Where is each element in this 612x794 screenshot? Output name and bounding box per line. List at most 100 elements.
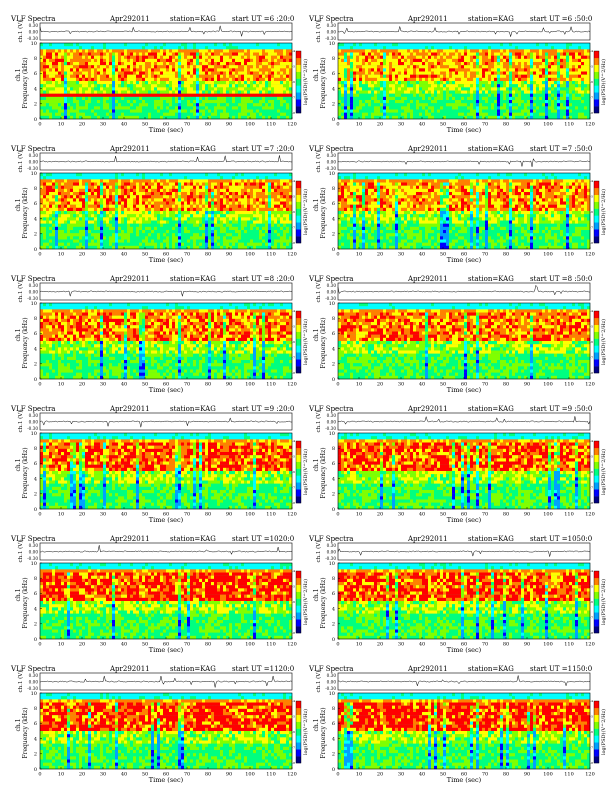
x-tick-label: 90 bbox=[524, 122, 530, 128]
colorbar-swatch bbox=[296, 195, 301, 202]
x-tick-label: 40 bbox=[419, 122, 425, 128]
colorbar-swatch bbox=[594, 571, 599, 578]
spectrogram-image bbox=[338, 563, 590, 639]
x-tick-label: 90 bbox=[524, 512, 530, 518]
x-tick-label: 0 bbox=[38, 772, 41, 778]
colorbar-tick-label: -4 bbox=[292, 179, 295, 183]
colorbar-swatch bbox=[594, 352, 599, 359]
colorbar-tick-label: -4 bbox=[590, 49, 593, 53]
x-tick-label: 90 bbox=[226, 122, 232, 128]
colorbar-tick-label: -5 bbox=[292, 715, 295, 719]
x-tick-label: 30 bbox=[398, 382, 404, 388]
x-axis-label: Time (sec) bbox=[447, 646, 482, 654]
x-tick-label: 80 bbox=[503, 122, 509, 128]
x-tick-label: 120 bbox=[585, 382, 595, 388]
waveform-axis-label: ch.1 (V) bbox=[17, 541, 24, 563]
y-tick-label: 0 bbox=[332, 637, 335, 643]
x-tick-label: 30 bbox=[398, 512, 404, 518]
x-axis-label: Time (sec) bbox=[447, 516, 482, 524]
colorbar-swatch bbox=[594, 345, 599, 352]
panel-date: Apr292011 bbox=[109, 405, 150, 413]
colorbar-swatch bbox=[594, 578, 599, 585]
colorbar-tick-label: -7 bbox=[292, 356, 295, 360]
x-tick-label: 110 bbox=[564, 382, 574, 388]
waveform-axis-label: ch.1 (V) bbox=[315, 541, 322, 563]
waveform-tick-label: 0.00 bbox=[29, 30, 39, 35]
panel-title: VLF Spectra bbox=[308, 15, 353, 23]
y-tick-label: 0 bbox=[332, 507, 335, 513]
colorbar-tick-label: -5 bbox=[292, 195, 295, 199]
x-tick-label: 20 bbox=[377, 512, 383, 518]
x-tick-label: 80 bbox=[503, 772, 509, 778]
y-tick-label: 8 bbox=[332, 706, 335, 712]
y-tick-label: 10 bbox=[31, 691, 37, 697]
waveform-tick-label: 0.30 bbox=[29, 413, 39, 418]
colorbar-swatch bbox=[296, 366, 301, 373]
y-axis-channel-label: ch.1 bbox=[313, 459, 320, 472]
colorbar-tick-label: -4 bbox=[292, 699, 295, 703]
colorbar-swatch bbox=[296, 202, 301, 209]
colorbar-swatch bbox=[296, 72, 301, 79]
colorbar-swatch bbox=[594, 462, 599, 469]
colorbar-swatch bbox=[296, 729, 301, 736]
x-tick-label: 20 bbox=[377, 642, 383, 648]
colorbar-swatch bbox=[296, 181, 301, 188]
spectrogram-image bbox=[338, 43, 590, 119]
x-tick-label: 30 bbox=[100, 642, 106, 648]
waveform-tick-label: 0.30 bbox=[327, 283, 337, 288]
y-tick-label: 0 bbox=[34, 637, 37, 643]
panel-title: VLF Spectra bbox=[10, 535, 55, 543]
y-tick-label: 6 bbox=[332, 461, 335, 467]
panel-start-time: start UT =1120:0 bbox=[232, 665, 294, 673]
y-tick-label: 4 bbox=[34, 216, 37, 222]
colorbar-tick-label: -7 bbox=[292, 616, 295, 620]
y-axis-channel-label: ch.1 bbox=[313, 69, 320, 82]
x-tick-label: 90 bbox=[226, 252, 232, 258]
colorbar-swatch bbox=[296, 352, 301, 359]
x-tick-label: 20 bbox=[377, 772, 383, 778]
y-axis-label: Frequency (kHz) bbox=[22, 317, 29, 368]
colorbar-tick-label: -8 bbox=[590, 761, 593, 765]
y-tick-label: 0 bbox=[332, 117, 335, 123]
colorbar-tick-label: -8 bbox=[292, 241, 295, 245]
y-tick-label: 6 bbox=[34, 331, 37, 337]
colorbar-tick-label: -4 bbox=[292, 439, 295, 443]
colorbar-swatch bbox=[594, 202, 599, 209]
colorbar-swatch bbox=[296, 708, 301, 715]
spectrogram-image bbox=[40, 433, 292, 509]
y-tick-label: 8 bbox=[34, 316, 37, 322]
panel-date: Apr292011 bbox=[109, 275, 150, 283]
colorbar-swatch bbox=[594, 605, 599, 612]
x-tick-label: 0 bbox=[38, 382, 41, 388]
x-tick-label: 100 bbox=[543, 512, 553, 518]
x-tick-label: 30 bbox=[100, 772, 106, 778]
x-tick-label: 10 bbox=[356, 772, 362, 778]
colorbar-swatch bbox=[594, 489, 599, 496]
y-axis-label: Frequency (kHz) bbox=[22, 187, 29, 238]
colorbar-tick-label: -5 bbox=[590, 325, 593, 329]
x-tick-label: 100 bbox=[543, 642, 553, 648]
x-tick-label: 120 bbox=[287, 512, 297, 518]
waveform-tick-label: 0.30 bbox=[327, 23, 337, 28]
x-tick-label: 70 bbox=[482, 642, 488, 648]
waveform-tick-label: 0.00 bbox=[29, 550, 39, 555]
x-tick-label: 80 bbox=[503, 252, 509, 258]
panel-start-time: start UT =9 :50:0 bbox=[530, 405, 592, 413]
colorbar-tick-label: -5 bbox=[590, 715, 593, 719]
x-tick-label: 120 bbox=[287, 122, 297, 128]
x-tick-label: 10 bbox=[356, 122, 362, 128]
y-axis-channel-label: ch.1 bbox=[15, 589, 22, 602]
waveform-tick-label: 0.30 bbox=[29, 673, 39, 678]
y-tick-label: 2 bbox=[332, 622, 335, 628]
panel-station: station=KAG bbox=[170, 15, 216, 23]
spectrogram-image bbox=[40, 303, 292, 379]
colorbar-swatch bbox=[594, 339, 599, 346]
colorbar-swatch bbox=[594, 756, 599, 763]
colorbar-tick-label: -7 bbox=[590, 746, 593, 750]
panel-start-time: start UT =6 :50:0 bbox=[530, 15, 592, 23]
panel-date: Apr292011 bbox=[407, 15, 448, 23]
colorbar-swatch bbox=[594, 85, 599, 92]
